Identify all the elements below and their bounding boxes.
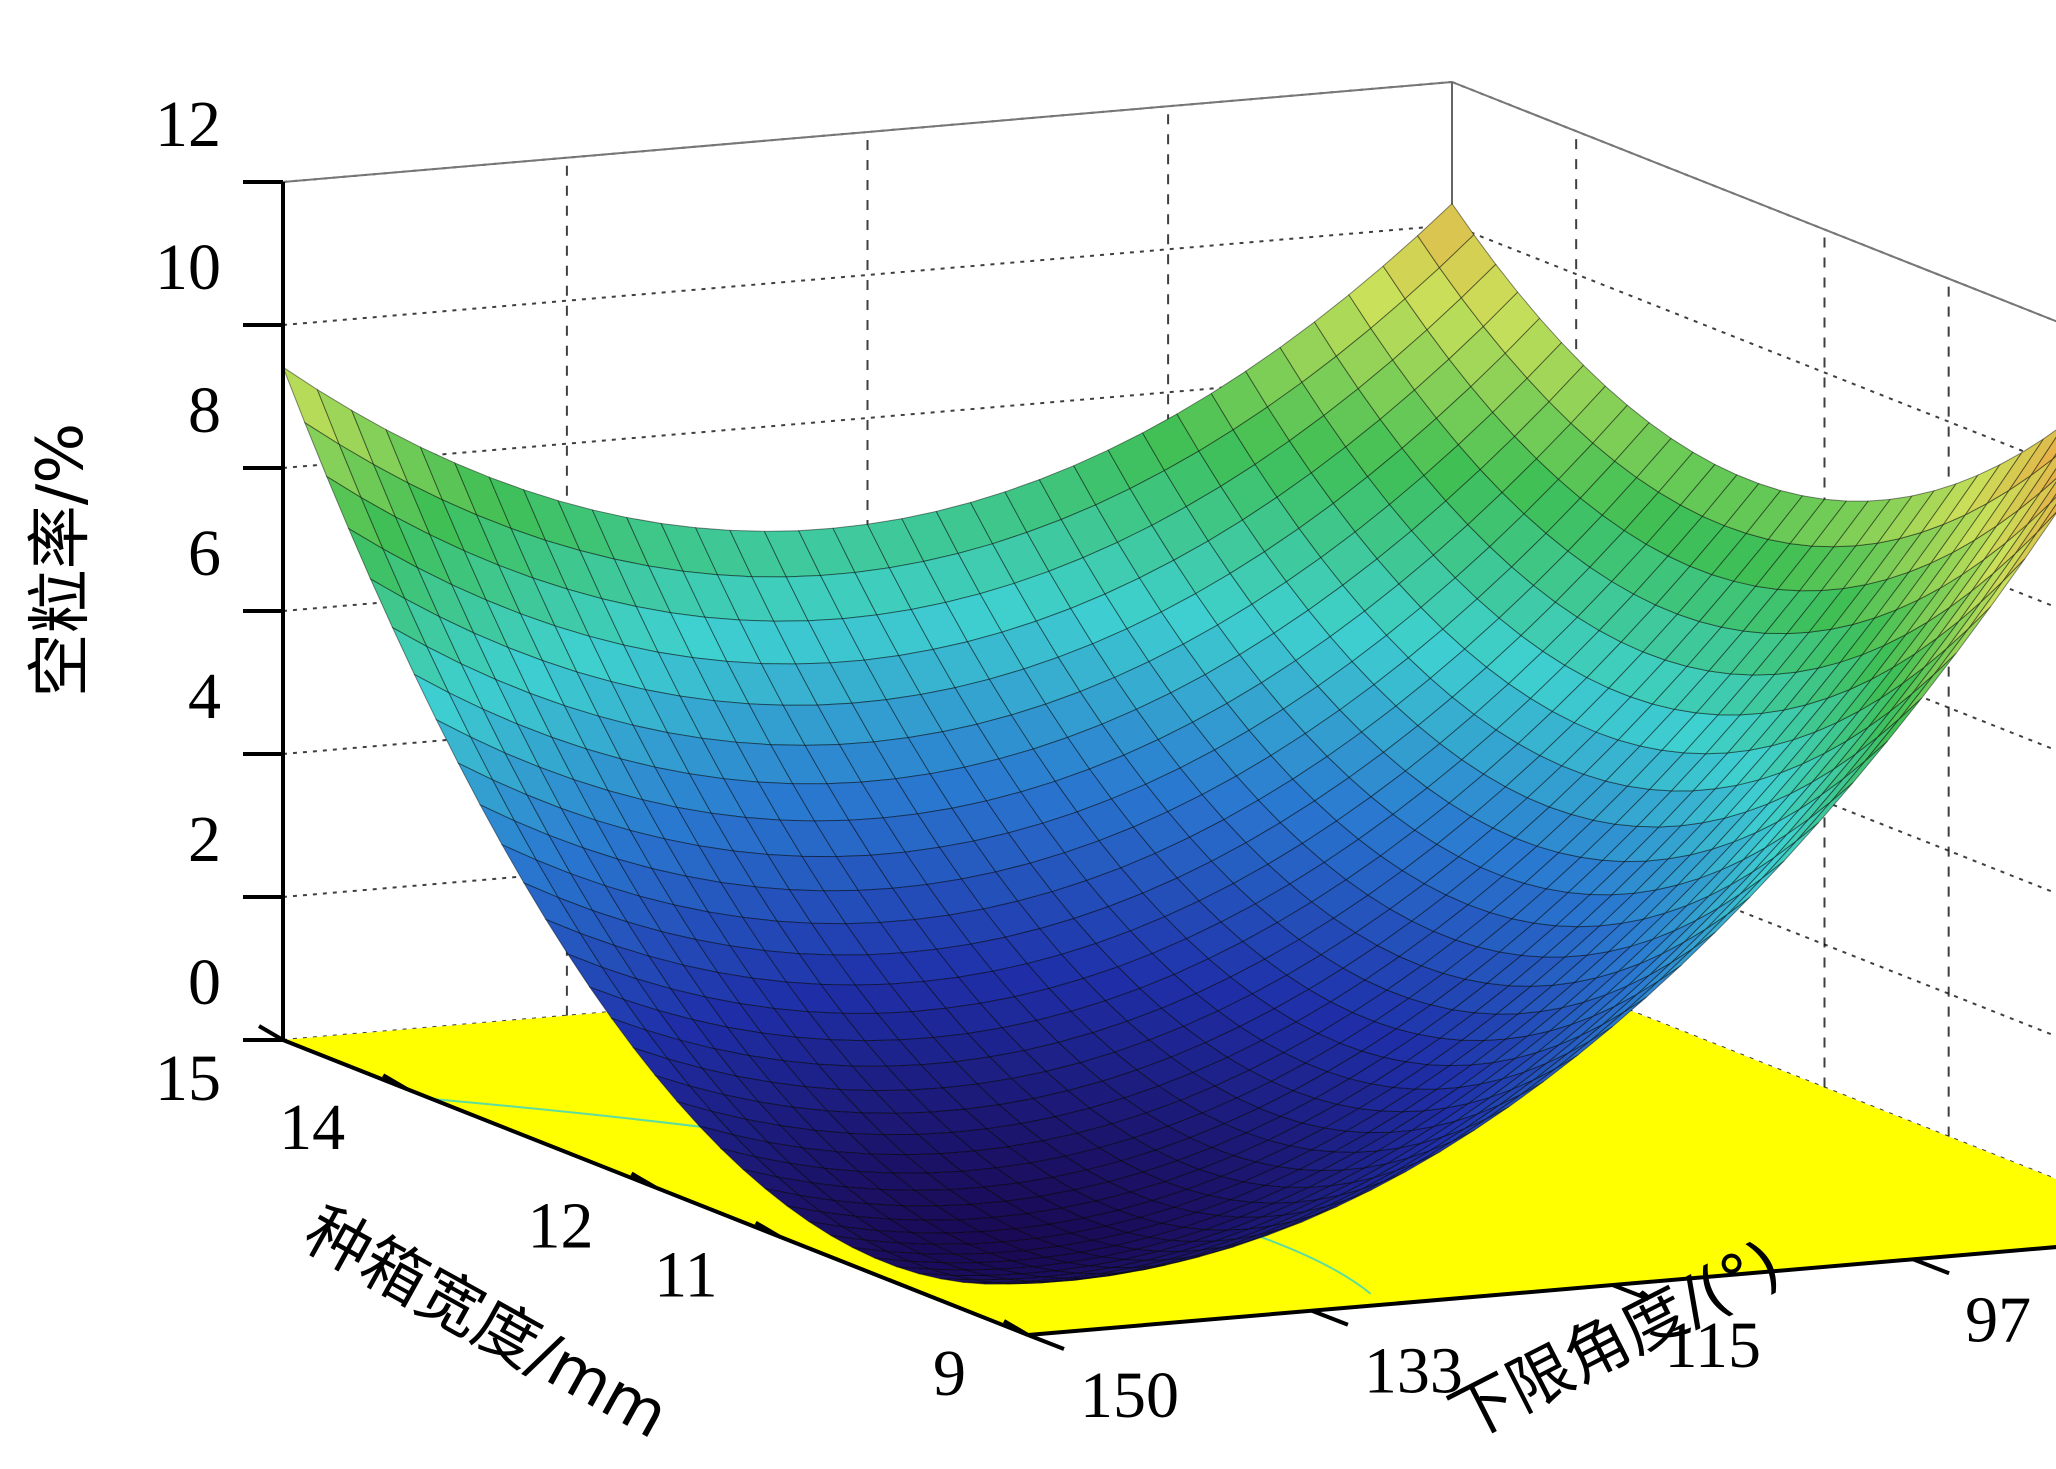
surface-cell — [2037, 503, 2056, 533]
surface-cell — [2030, 436, 2056, 476]
surface-cell — [2002, 511, 2056, 582]
x-tick-label: 11 — [654, 1239, 718, 1312]
surface-cell — [2015, 496, 2056, 554]
x-tick-mark — [1002, 1319, 1030, 1337]
surface-cell — [2008, 429, 2056, 491]
z-tick-label: 0 — [188, 946, 221, 1019]
x-tick-mark — [382, 1073, 409, 1091]
y-tick-label: 97 — [1965, 1283, 2031, 1356]
z-tick-label: 6 — [188, 517, 221, 590]
y-tick-label: 133 — [1364, 1335, 1463, 1408]
x-tick-mark — [257, 1024, 285, 1042]
surface-cell — [2018, 455, 2056, 511]
z-tick-label: 10 — [155, 231, 221, 304]
z-axis-label: 空粒率/% — [24, 423, 98, 697]
y-tick-mark — [1912, 1257, 1950, 1276]
x-tick-mark — [754, 1220, 781, 1239]
surface-cell — [2052, 453, 2056, 460]
y-tick-mark — [1311, 1308, 1349, 1327]
surface-layer — [281, 202, 2056, 1285]
surface-cell — [2049, 493, 2056, 504]
z-tick-label: 2 — [188, 803, 221, 876]
y-tick-label: 115 — [1665, 1309, 1762, 1382]
z-tick-label: 8 — [188, 374, 221, 447]
x-tick-label: 15 — [155, 1042, 221, 1115]
y-tick-label: 150 — [1080, 1359, 1179, 1432]
surface-cell — [2027, 481, 2056, 525]
x-tick-mark — [630, 1171, 657, 1190]
z-tick-label: 12 — [155, 88, 221, 161]
y-tick-mark — [1027, 1333, 1065, 1351]
axes-layer — [243, 180, 2056, 1351]
grid-line-right-wall — [1451, 224, 2056, 466]
x-axis-label: 种箱宽度/mm — [292, 1194, 680, 1454]
top-frame — [282, 80, 2056, 323]
x-tick-label: 12 — [528, 1190, 594, 1263]
tick-labels-layer: 0246810121514121198097115133150 — [155, 88, 2031, 1432]
y-tick-mark — [1611, 1283, 1650, 1301]
x-tick-label: 9 — [933, 1337, 966, 1410]
surface-cell — [2040, 468, 2056, 493]
surface-cell — [2005, 477, 2056, 543]
z-tick-label: 4 — [188, 660, 221, 733]
x-tick-label: 14 — [279, 1091, 345, 1164]
